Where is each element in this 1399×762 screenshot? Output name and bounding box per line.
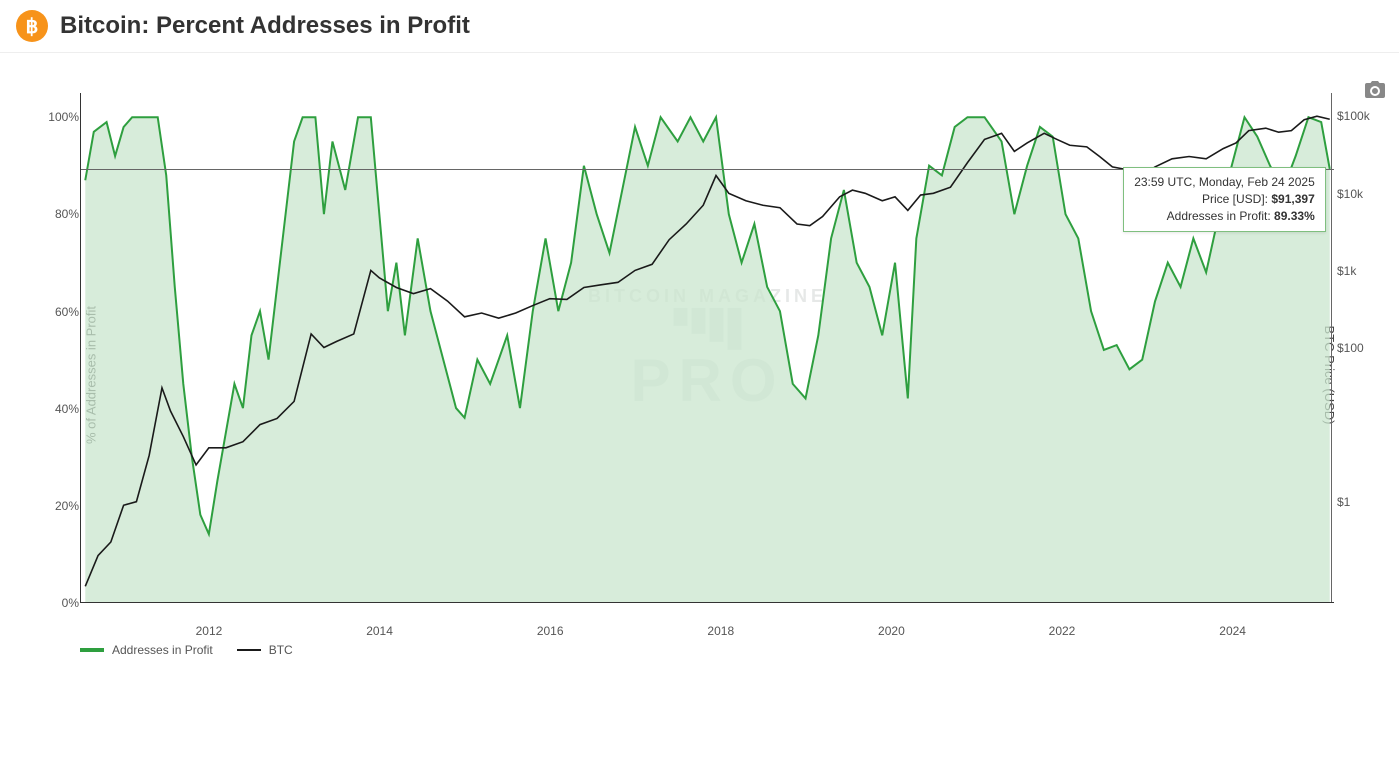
plot-inner: BITCOIN MAGAZINE PRO 23:59 UTC, Monday, … — [81, 93, 1334, 602]
y-left-ticks: 0%20%40%60%80%100% — [31, 93, 79, 602]
x-tick: 2018 — [707, 624, 734, 638]
y-left-tick: 0% — [31, 596, 79, 610]
legend-swatch — [80, 648, 104, 652]
y-left-tick: 20% — [31, 499, 79, 513]
chart-legend: Addresses in Profit BTC — [80, 643, 1389, 657]
tooltip-profit-row: Addresses in Profit: 89.33% — [1134, 208, 1315, 225]
y-left-tick: 80% — [31, 207, 79, 221]
y-right-tick: $10k — [1337, 187, 1363, 201]
chart-container: % of Addresses in Profit BTC Price (USD)… — [10, 93, 1389, 657]
legend-item[interactable]: Addresses in Profit — [80, 643, 213, 657]
svg-text:฿: ฿ — [26, 16, 39, 38]
chart-tooltip: 23:59 UTC, Monday, Feb 24 2025 Price [US… — [1123, 167, 1326, 231]
y-left-tick: 100% — [31, 110, 79, 124]
legend-swatch — [237, 649, 261, 651]
legend-label: Addresses in Profit — [112, 643, 213, 657]
bitcoin-icon: ฿ — [16, 10, 48, 42]
crosshair-vertical — [1331, 93, 1332, 602]
x-tick: 2020 — [878, 624, 905, 638]
chart-title: Bitcoin: Percent Addresses in Profit — [60, 12, 470, 40]
plot-area[interactable]: 0%20%40%60%80%100% $1$100$1k$10k$100k 20… — [80, 93, 1334, 603]
y-right-tick: $1k — [1337, 264, 1356, 278]
y-right-tick: $100k — [1337, 109, 1370, 123]
y-right-ticks: $1 $100 $1k $10k $100k — [1337, 93, 1389, 602]
tooltip-price-row: Price [USD]: $91,397 — [1134, 191, 1315, 208]
y-right-tick: $100 — [1337, 341, 1364, 355]
chart-header: ฿ Bitcoin: Percent Addresses in Profit — [0, 0, 1399, 53]
x-tick: 2016 — [537, 624, 564, 638]
x-tick: 2012 — [196, 624, 223, 638]
y-right-tick: $1 — [1337, 495, 1350, 509]
x-tick: 2022 — [1049, 624, 1076, 638]
y-left-tick: 60% — [31, 305, 79, 319]
x-tick: 2014 — [366, 624, 393, 638]
y-left-tick: 40% — [31, 402, 79, 416]
tooltip-timestamp: 23:59 UTC, Monday, Feb 24 2025 — [1134, 174, 1315, 191]
legend-item[interactable]: BTC — [237, 643, 293, 657]
x-tick: 2024 — [1219, 624, 1246, 638]
legend-label: BTC — [269, 643, 293, 657]
